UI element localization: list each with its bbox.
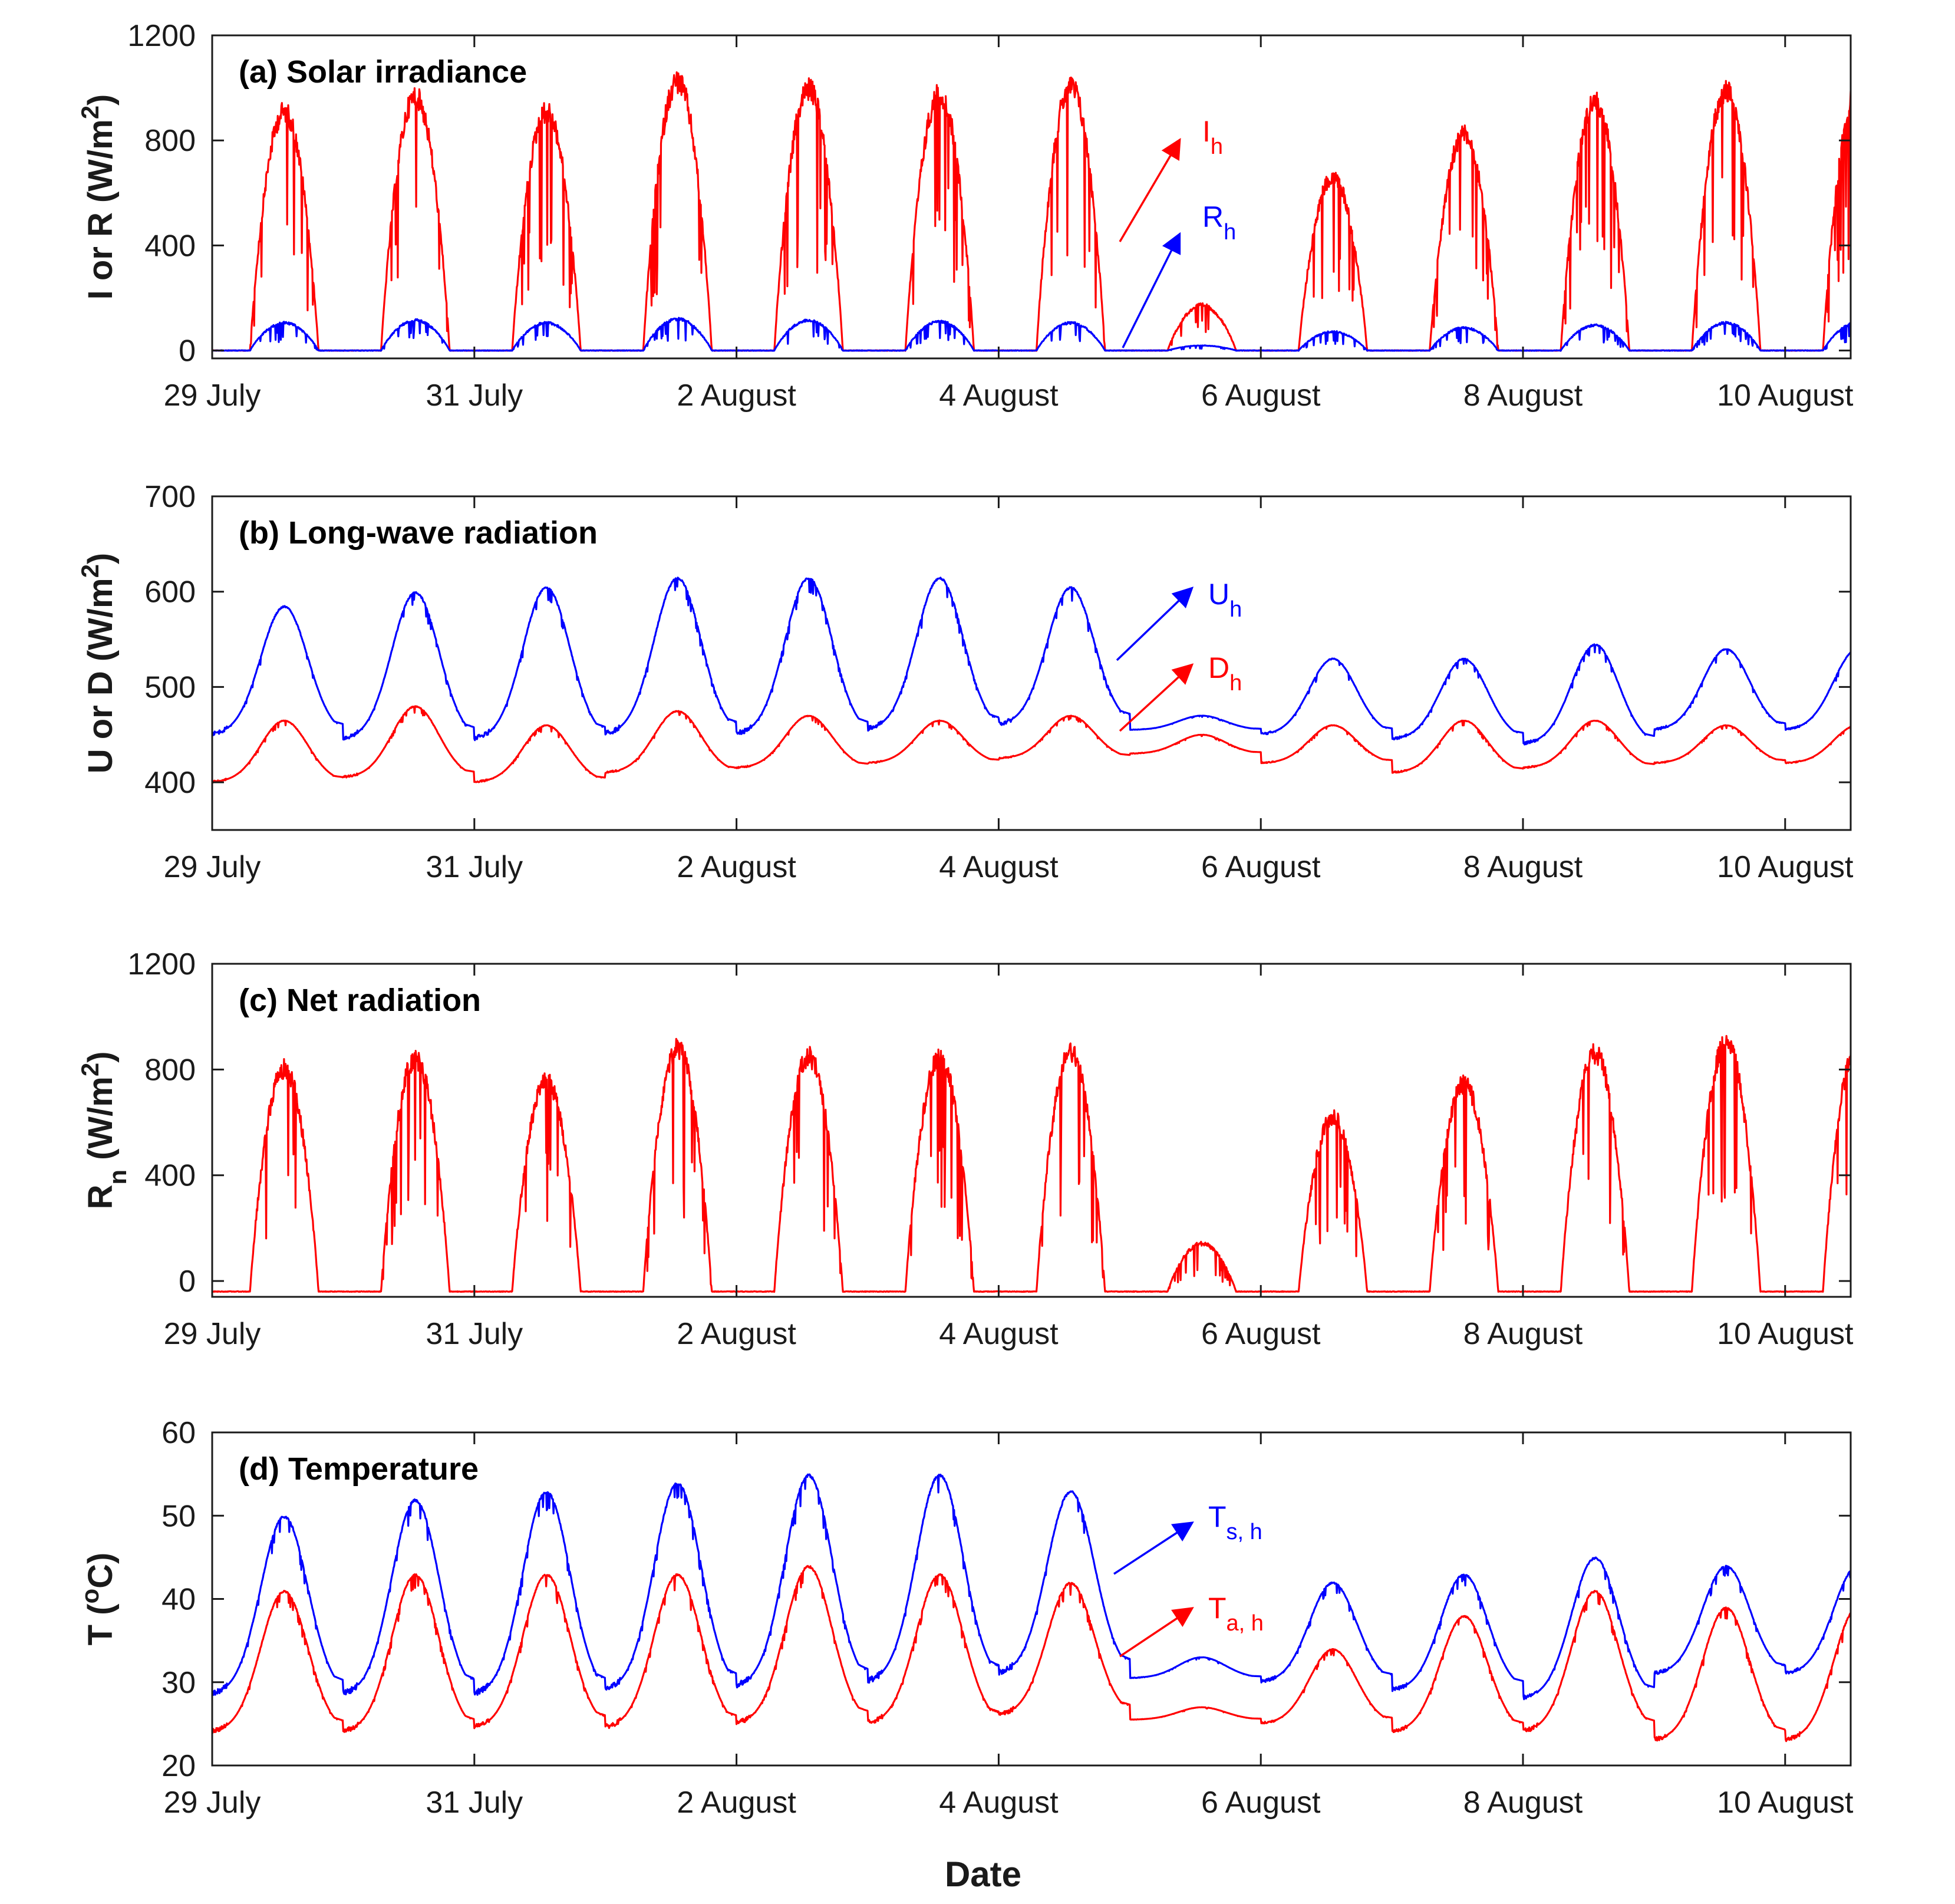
x-tick-label: 6 August — [1201, 378, 1321, 413]
x-tick-label: 29 July — [164, 378, 261, 413]
x-tick-label: 6 August — [1201, 1786, 1321, 1820]
x-tick-label: 6 August — [1201, 1317, 1321, 1351]
y-tick-label: 20 — [161, 1749, 196, 1783]
x-tick-label: 8 August — [1463, 850, 1583, 884]
series-line-1 — [212, 1473, 1851, 1701]
x-tick-label: 4 August — [939, 378, 1059, 413]
axes-box — [211, 34, 1852, 360]
y-axis-label: I or R (W/m2) — [76, 94, 120, 300]
annotation-arrow — [1122, 232, 1181, 348]
panel-title: (c) Net radiation — [239, 983, 481, 1018]
series-group — [212, 577, 1851, 783]
series-line-2 — [212, 705, 1851, 783]
axes-box — [211, 963, 1852, 1298]
x-tick-label: 2 August — [677, 1786, 796, 1820]
series-group — [212, 71, 1851, 352]
y-tick-label: 0 — [179, 1264, 196, 1299]
x-tick-label: 29 July — [164, 1317, 261, 1351]
panel-title: (d) Temperature — [239, 1451, 479, 1487]
annotation-label: Ts, h — [1208, 1500, 1262, 1544]
x-tick-label: 8 August — [1463, 378, 1583, 413]
series-line-1 — [212, 1035, 1851, 1293]
annotation: Dh — [1119, 651, 1242, 732]
y-tick-label: 40 — [161, 1583, 196, 1617]
x-tick-label: 31 July — [426, 1317, 523, 1351]
annotation-arrow — [1119, 663, 1194, 732]
panel-title: (b) Long-wave radiation — [239, 515, 598, 551]
annotation-label: Ta, h — [1208, 1592, 1264, 1636]
x-tick-label: 8 August — [1463, 1786, 1583, 1820]
y-tick-label: 400 — [144, 1159, 196, 1193]
annotation: Ta, h — [1119, 1592, 1264, 1658]
x-tick-label: 8 August — [1463, 1317, 1583, 1351]
annotation-arrow — [1119, 137, 1181, 242]
y-tick-label: 500 — [144, 670, 196, 704]
series-line-2 — [212, 1564, 1851, 1742]
series-line-2 — [212, 317, 1851, 352]
y-tick-label: 600 — [144, 575, 196, 610]
y-tick-label: 1200 — [127, 19, 196, 53]
annotation-label: Rh — [1202, 200, 1236, 245]
panel-3: 0 400 800 1200 29 July 31 July 2 August 4 Augus… — [76, 947, 1854, 1351]
y-tick-label: 800 — [144, 1053, 196, 1087]
annotation-label: Dh — [1208, 651, 1242, 696]
y-tick-label: 0 — [179, 334, 196, 368]
x-tick-label: 29 July — [164, 850, 261, 884]
y-axis-label: T (oC) — [76, 1553, 120, 1646]
y-tick-label: 50 — [161, 1499, 196, 1533]
annotation-label: Uh — [1208, 578, 1242, 622]
x-tick-label: 29 July — [164, 1786, 261, 1820]
x-tick-label: 10 August — [1717, 378, 1854, 413]
x-tick-label: 4 August — [939, 1786, 1059, 1820]
annotation-arrow — [1119, 1607, 1194, 1658]
y-tick-label: 30 — [161, 1666, 196, 1700]
annotation-arrow — [1113, 1521, 1194, 1575]
annotation-arrow — [1116, 587, 1194, 661]
x-axis-label: Date — [945, 1854, 1021, 1894]
series-line-1 — [212, 577, 1851, 746]
series-group — [212, 1035, 1851, 1293]
panel-1: 0 400 800 1200 29 July 31 July 2 August 4 Augus… — [76, 19, 1854, 413]
y-tick-label: 400 — [144, 229, 196, 263]
x-tick-label: 2 August — [677, 850, 796, 884]
annotation: Ih — [1119, 115, 1223, 242]
annotation: Rh — [1122, 200, 1236, 348]
annotation-label: Ih — [1202, 115, 1223, 159]
x-tick-label: 6 August — [1201, 850, 1321, 884]
y-tick-label: 1200 — [127, 947, 196, 981]
x-tick-label: 2 August — [677, 378, 796, 413]
y-tick-label: 60 — [161, 1416, 196, 1450]
x-tick-label: 4 August — [939, 1317, 1059, 1351]
series-line-1 — [212, 71, 1851, 352]
x-tick-label: 10 August — [1717, 1317, 1854, 1351]
x-tick-label: 10 August — [1717, 850, 1854, 884]
axes-box — [211, 495, 1852, 831]
y-tick-label: 800 — [144, 124, 196, 158]
y-tick-label: 700 — [144, 480, 196, 514]
x-tick-label: 2 August — [677, 1317, 796, 1351]
y-axis-label: Rn (W/m2) — [76, 1051, 131, 1209]
y-axis-label: U or D (W/m2) — [76, 553, 120, 774]
series-group — [212, 1473, 1851, 1742]
annotation: Uh — [1116, 578, 1242, 661]
annotation: Ts, h — [1113, 1500, 1262, 1575]
y-tick-label: 400 — [144, 766, 196, 800]
x-tick-label: 31 July — [426, 1786, 523, 1820]
x-tick-label: 31 July — [426, 850, 523, 884]
panel-2: 400 500 600 700 29 July 31 July 2 August 4 Augu… — [76, 480, 1854, 884]
x-tick-label: 10 August — [1717, 1786, 1854, 1820]
x-tick-label: 4 August — [939, 850, 1059, 884]
panel-4: 20 30 40 50 60 29 July 31 July 2 August 4 August… — [76, 1416, 1854, 1820]
x-tick-label: 31 July — [426, 378, 523, 413]
panel-title: (a) Solar irradiance — [239, 54, 527, 90]
